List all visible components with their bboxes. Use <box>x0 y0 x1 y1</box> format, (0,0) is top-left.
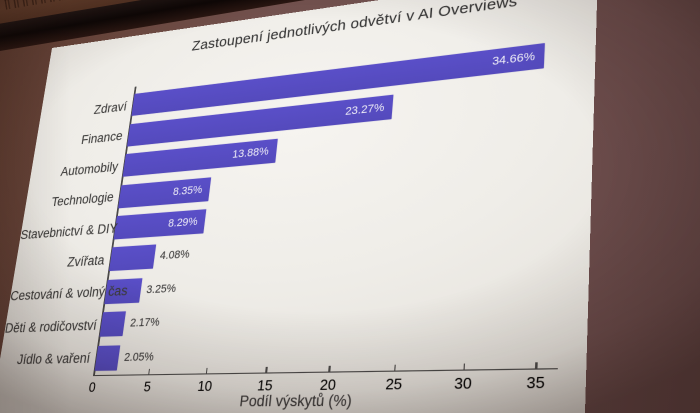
x-tick-label: 20 <box>319 375 337 393</box>
projected-slide: Zastoupení jednotlivých odvětví v AI Ove… <box>0 0 599 413</box>
x-tick-mark <box>463 363 465 370</box>
x-tick-label: 15 <box>256 376 274 394</box>
bar-category-label: Zdraví <box>93 98 128 117</box>
bar-value-label: 3.25% <box>145 282 177 297</box>
bar <box>108 244 157 272</box>
x-tick-label: 35 <box>526 372 546 392</box>
bar-value-label: 2.17% <box>129 316 161 330</box>
bar <box>99 311 127 338</box>
bar-category-label: Finance <box>80 128 124 148</box>
bar-category-label: Děti & rodičovství <box>3 317 98 336</box>
x-tick-label: 30 <box>453 373 473 392</box>
bar-category-label: Cestování & volný čas <box>9 283 129 304</box>
x-tick-label: 5 <box>142 377 152 395</box>
bar-value-label: 13.88% <box>231 145 270 161</box>
bar-value-label: 8.29% <box>167 215 199 230</box>
bar-value-label: 8.35% <box>172 183 203 198</box>
bar-value-label: 2.05% <box>123 350 155 364</box>
bar-category-label: Jídlo & vaření <box>15 350 92 368</box>
bar <box>94 345 121 371</box>
plot-area: 0 5 10 15 20 25 30 35 Zdraví 34.66% Finance 23.27% A… <box>3 43 559 395</box>
bar-category-label: Stavebnictví & DIY <box>19 220 119 242</box>
bar-category-label: Zvířata <box>66 252 106 270</box>
x-axis-title: Podíl výskytů (%) <box>238 391 353 410</box>
bar-value-label: 4.08% <box>159 248 191 263</box>
bar-category-label: Automobily <box>59 159 120 179</box>
x-tick-mark <box>535 362 538 369</box>
bar-category-label: Technologie <box>50 189 115 210</box>
x-tick-label: 0 <box>87 378 97 395</box>
x-tick-label: 10 <box>196 377 214 394</box>
x-tick-label: 25 <box>384 374 403 393</box>
